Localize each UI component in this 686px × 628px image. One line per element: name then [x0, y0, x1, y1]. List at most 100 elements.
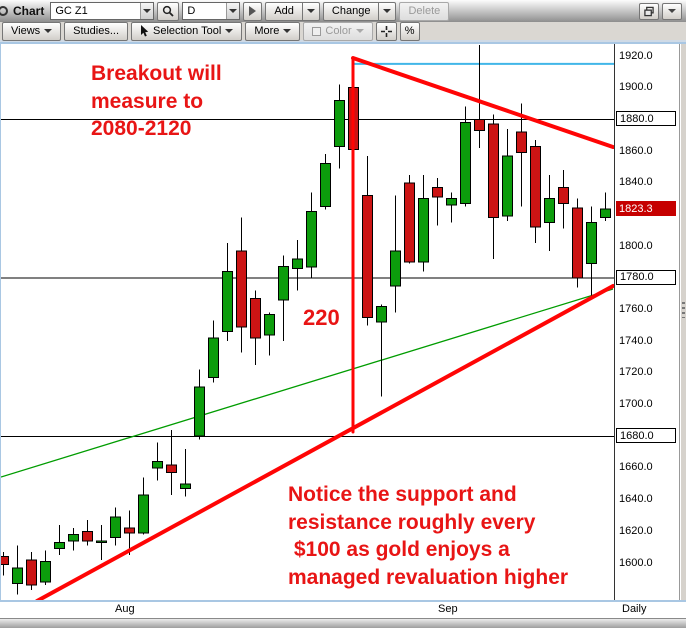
annotation-measure-220[interactable]: 220: [303, 305, 340, 330]
candle-body: [362, 194, 373, 318]
candle-body: [152, 461, 163, 469]
time-axis-label: Sep: [438, 603, 458, 615]
resistance-descending-line[interactable]: [351, 56, 614, 149]
axis-tick: 1660.0: [619, 461, 653, 474]
candle-body: [376, 305, 387, 323]
crosshair-button[interactable]: [375, 21, 397, 41]
time-axis-label: Aug: [115, 603, 135, 615]
candle-body: [446, 198, 457, 206]
candle-body: [96, 540, 107, 543]
chevron-down-icon: [306, 9, 315, 17]
candle-body: [572, 207, 583, 279]
support-ascending-line[interactable]: [35, 284, 614, 600]
chevron-down-icon: [668, 9, 676, 17]
candle-body: [1, 556, 9, 566]
interval-value: D: [187, 5, 196, 17]
candle-body: [110, 516, 121, 539]
symbol-search-button[interactable]: [157, 1, 180, 21]
candle-body: [334, 99, 345, 147]
candle-body: [306, 210, 317, 268]
play-button[interactable]: [243, 1, 263, 21]
chevron-down-icon: [225, 29, 234, 37]
window-menu-button[interactable]: [662, 2, 682, 20]
annotation-notice[interactable]: Notice the support and resistance roughly…: [288, 483, 569, 590]
crosshair-icon: [380, 25, 392, 37]
selection-tool-button[interactable]: Selection Tool: [131, 21, 243, 41]
scroll-grip[interactable]: [682, 302, 685, 318]
chart-window: Breakout will measure to 2080-2120 220 Notic…: [0, 42, 686, 602]
candle-body: [82, 530, 93, 542]
period-label: Daily: [622, 603, 647, 615]
axis-tick: 1720.0: [619, 366, 653, 379]
interval-combobox[interactable]: D: [182, 2, 241, 20]
more-button[interactable]: More: [245, 21, 301, 41]
candle-body: [12, 567, 23, 585]
channel-green-line[interactable]: [1, 288, 614, 478]
delete-button: Delete: [399, 1, 450, 21]
candle-body: [166, 464, 177, 474]
axis-tick: 1780.0: [616, 269, 676, 285]
right-frame: [681, 44, 686, 600]
time-axis: Daily Aug Sep: [0, 602, 686, 618]
candle-body: [502, 155, 513, 217]
chevron-down-icon: [143, 9, 152, 17]
candle-body: [460, 122, 471, 204]
add-dropdown-button[interactable]: [302, 1, 320, 21]
plot-area[interactable]: Breakout will measure to 2080-2120 220 Notic…: [1, 44, 614, 600]
percent-button[interactable]: %: [399, 21, 420, 41]
axis-tick: 1760.0: [619, 303, 653, 315]
candle-body: [278, 266, 289, 301]
add-split-button: Add: [265, 1, 320, 21]
candle-body: [208, 337, 219, 379]
axis-tick: 1840.0: [619, 176, 653, 189]
candle-body: [558, 187, 569, 204]
candle-body: [124, 527, 135, 534]
candle-body: [530, 145, 541, 228]
symbol-dropdown[interactable]: [140, 3, 154, 19]
last-price-badge: 1823.3: [616, 201, 676, 217]
axis-tick: 1860.0: [619, 144, 653, 157]
axis-tick: 1620.0: [619, 524, 653, 537]
app-icon: [0, 6, 8, 16]
studies-button[interactable]: Studies...: [64, 21, 129, 41]
candle-body: [544, 198, 555, 223]
chevron-down-icon: [355, 29, 364, 37]
window-restore-button[interactable]: [639, 2, 659, 20]
add-button[interactable]: Add: [265, 1, 303, 21]
change-button[interactable]: Change: [322, 1, 380, 21]
axis-tick: 1700.0: [619, 398, 653, 411]
candle-body: [194, 386, 205, 437]
color-checkbox: [312, 26, 322, 36]
candle-body: [236, 250, 247, 328]
axis-tick: 1680.0: [616, 428, 676, 444]
candle-body: [390, 250, 401, 287]
change-split-button: Change: [322, 1, 397, 21]
candle-body: [516, 131, 527, 154]
candle-body: [432, 187, 443, 198]
interval-dropdown[interactable]: [226, 3, 240, 19]
price-axis[interactable]: 1920.0 1900.0 1880.0 1860.0 1840.0 1800.0 1780…: [614, 44, 680, 600]
candle-body: [488, 123, 499, 219]
candle-body: [68, 534, 79, 542]
change-dropdown-button[interactable]: [379, 1, 397, 21]
chevron-down-icon: [229, 9, 238, 17]
views-button[interactable]: Views: [2, 21, 62, 41]
play-icon: [249, 6, 257, 16]
candle-body: [54, 541, 65, 550]
candle-body: [40, 560, 51, 583]
bottom-bar: [0, 618, 686, 628]
candle-body: [26, 559, 37, 586]
candle-body: [292, 258, 303, 269]
toolbar-secondary: Views Studies... Selection Tool More Col…: [0, 21, 686, 42]
symbol-combobox[interactable]: GC Z1: [50, 2, 155, 20]
axis-tick: 1640.0: [619, 493, 653, 506]
axis-tick: 1800.0: [619, 239, 653, 252]
window-title: Chart: [13, 4, 45, 18]
selection-tool-label: Selection Tool: [153, 25, 222, 37]
candlestick-svg: [1, 44, 614, 600]
candle-body: [404, 182, 415, 263]
axis-tick: 1920.0: [619, 49, 653, 62]
annotation-breakout-target[interactable]: Breakout will measure to 2080-2120: [91, 62, 222, 141]
cursor-icon: [141, 25, 149, 37]
candle-body: [474, 118, 485, 132]
